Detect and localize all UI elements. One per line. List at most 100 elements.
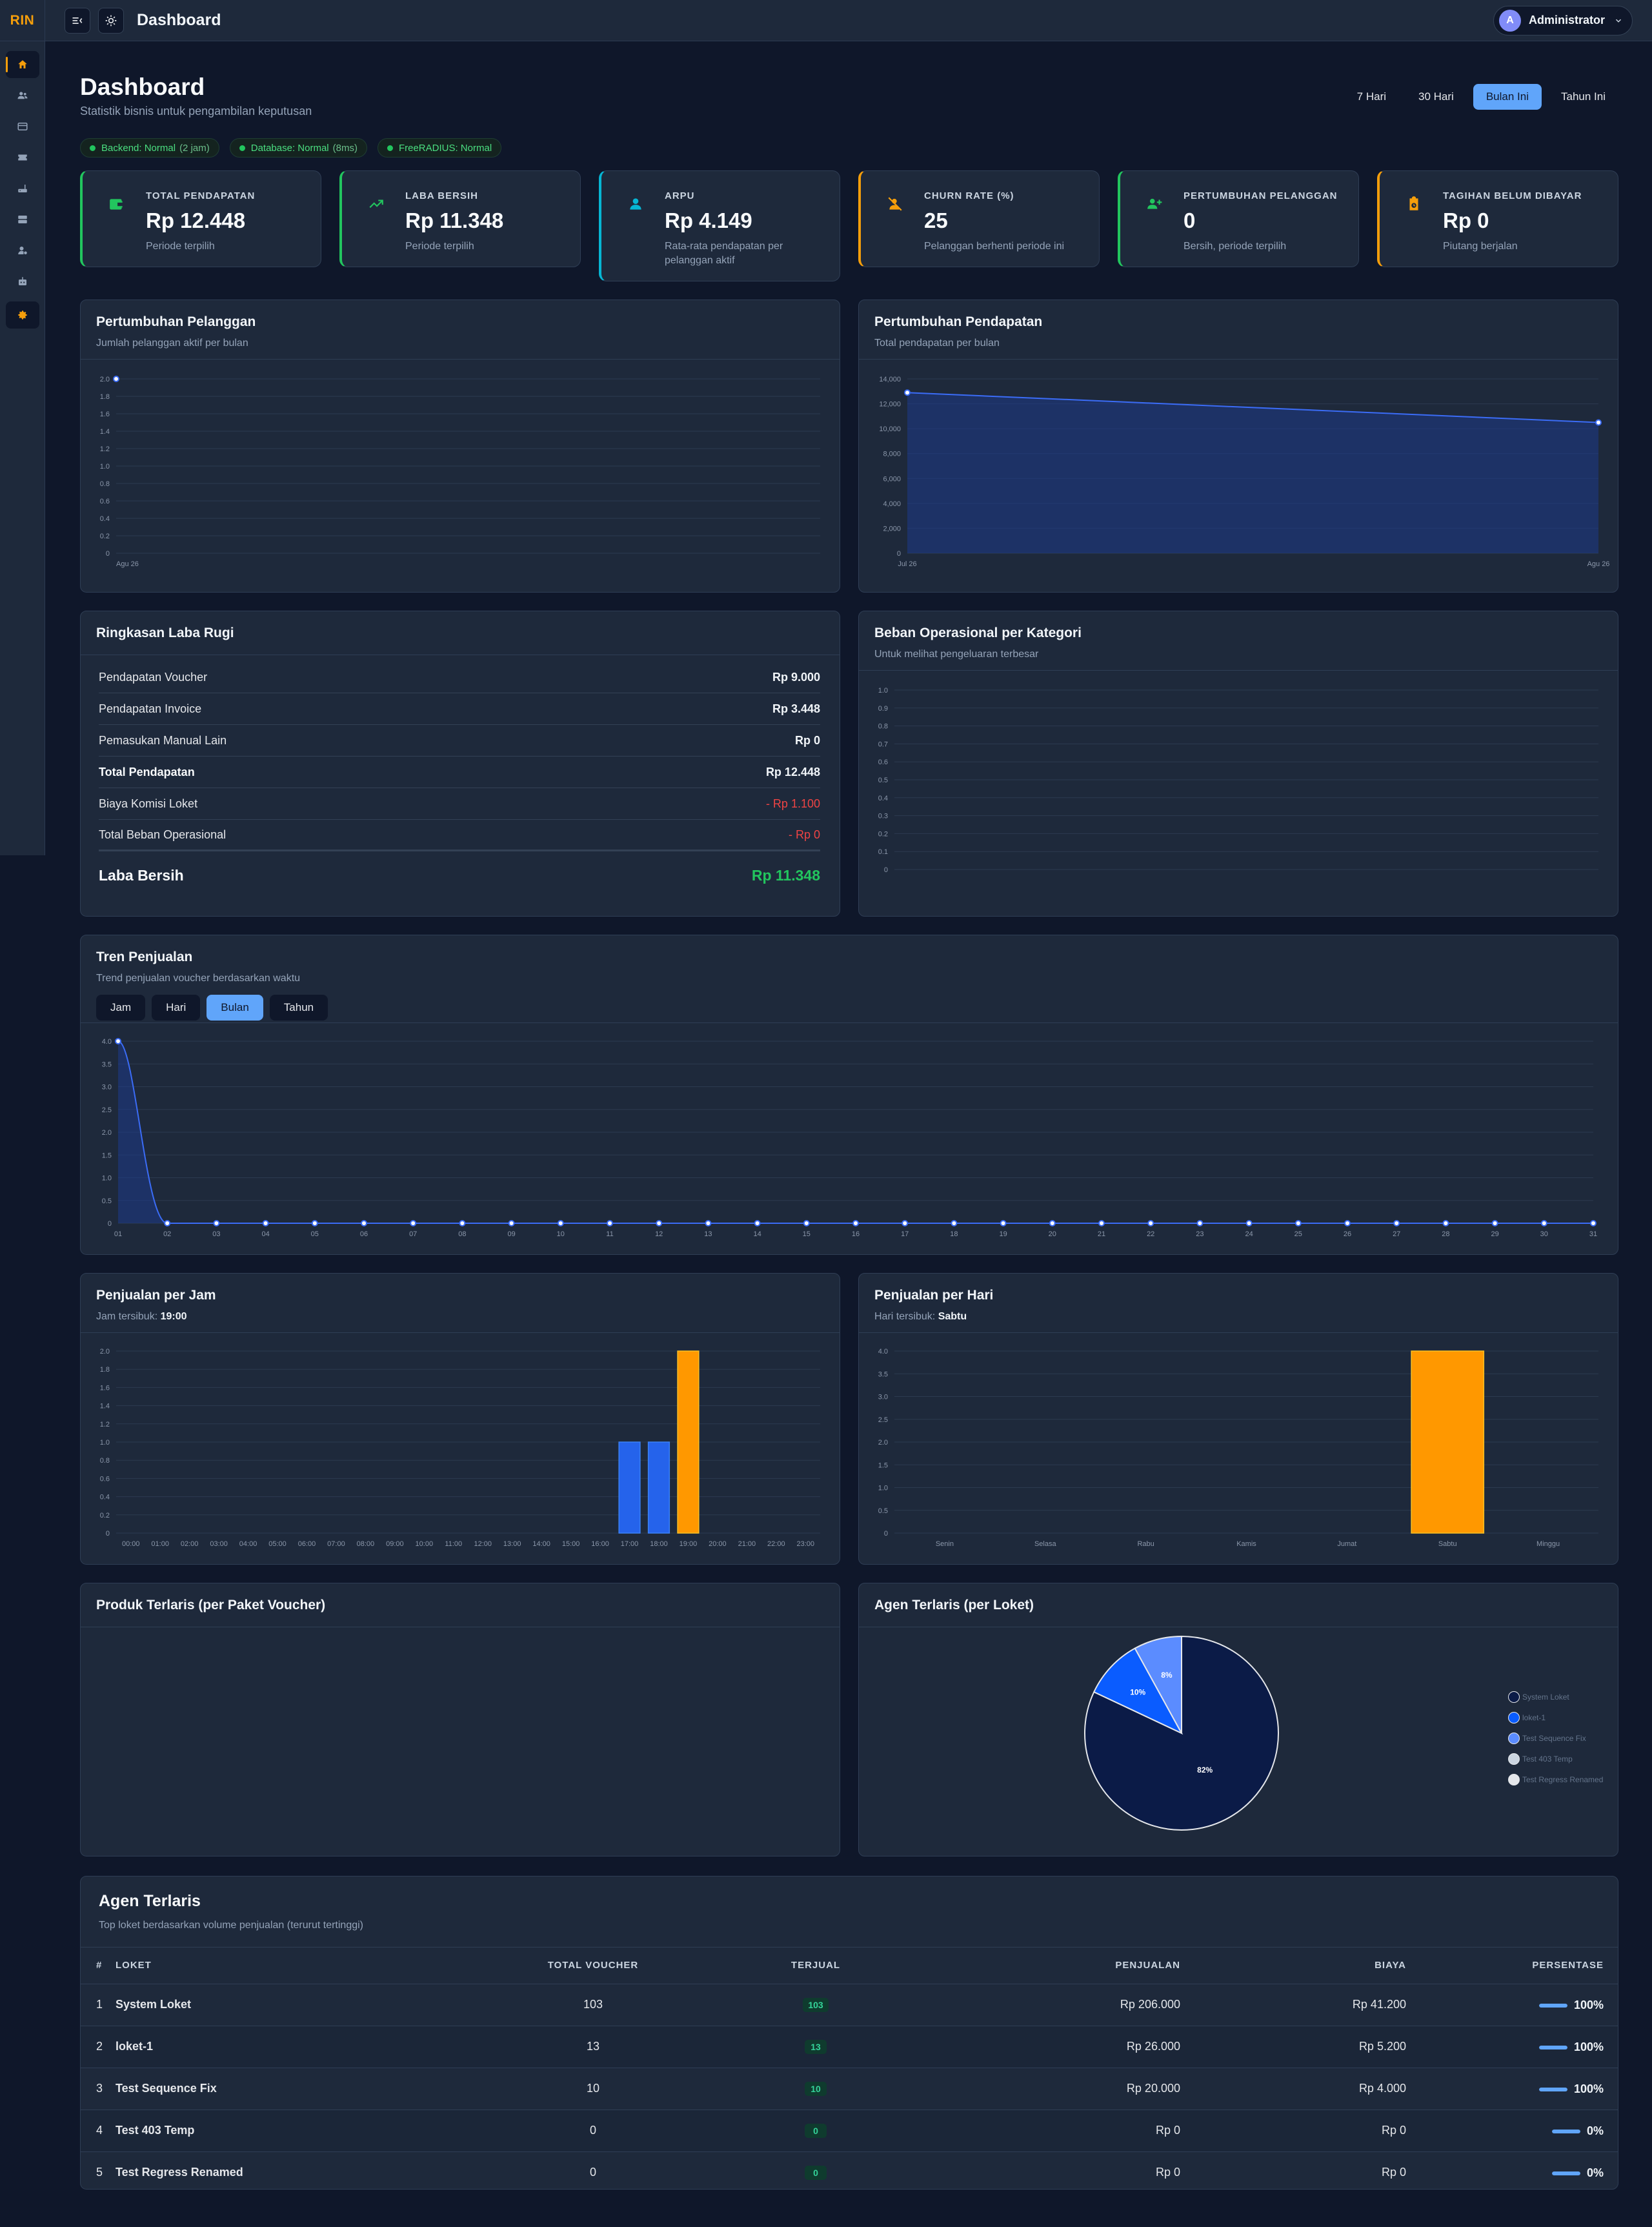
y-tick-label: 0 — [108, 1220, 112, 1228]
avatar: A — [1498, 9, 1521, 32]
column-header-biaya[interactable]: BIAYA — [1180, 1947, 1406, 1984]
kpi-desc: Pelanggan berhenti periode ini — [924, 241, 1065, 252]
column-header-loket[interactable]: LOKET — [116, 1947, 432, 1984]
panel-title: Produk Terlaris (per Paket Voucher) — [96, 1598, 326, 1612]
table-row[interactable]: 2 loket-1 13 13 Rp 26.000 Rp 5.200 100% — [81, 2026, 1618, 2068]
sidebar-item-customers[interactable] — [6, 82, 39, 109]
server-icon — [17, 216, 27, 223]
x-tick-label: 03 — [212, 1230, 220, 1238]
clipboard-icon — [1409, 196, 1418, 210]
y-tick-label: 0.5 — [102, 1197, 112, 1205]
x-tick-label: 29 — [1491, 1230, 1498, 1238]
data-point — [1245, 1220, 1253, 1226]
period-tab-bulan-ini[interactable]: Bulan Ini — [1473, 84, 1542, 110]
column-header-persentase[interactable]: PERSENTASE — [1406, 1947, 1618, 1984]
sidebar-item-vouchers[interactable] — [6, 144, 39, 171]
x-tick-label: 30 — [1540, 1230, 1548, 1238]
sidebar-item-dashboard[interactable] — [5, 51, 39, 78]
panel-agents-table: Agen Terlaris Top loket berdasarkan volu… — [80, 1876, 1618, 2190]
row-label: Pemasukan Manual Lain — [99, 733, 227, 747]
percentage-bar — [1538, 2003, 1567, 2008]
x-tick-label: 23:00 — [797, 1540, 815, 1548]
sidebar-item-routers[interactable] — [6, 175, 39, 202]
y-tick-label: 0.6 — [878, 758, 888, 766]
busiest-day-label: Hari tersibuk: — [874, 1311, 938, 1322]
table-row[interactable]: 3 Test Sequence Fix 10 10 Rp 20.000 Rp 4.000 1… — [81, 2068, 1618, 2110]
sidebar-item-automation[interactable] — [6, 268, 39, 295]
kpi-label: Pertumbuhan Pelanggan — [1184, 190, 1338, 201]
pie-slice-label: 8% — [1161, 1671, 1173, 1680]
sidebar-item-servers[interactable] — [6, 206, 39, 233]
y-tick-label: 2.0 — [102, 1129, 112, 1137]
x-tick-label: 06 — [360, 1230, 368, 1238]
period-tab-30-hari[interactable]: 30 Hari — [1418, 90, 1454, 103]
user-icon — [630, 198, 641, 210]
table-row[interactable]: 4 Test 403 Temp 0 0 Rp 0 Rp 0 0% — [81, 2110, 1618, 2152]
sidebar-item-billing[interactable] — [6, 113, 39, 140]
list-item: Total Pendapatan Rp 12.448 — [99, 757, 820, 788]
panel-title: Pertumbuhan Pendapatan — [874, 314, 1043, 329]
row-value: - Rp 1.100 — [765, 797, 820, 810]
y-tick-label: 2,000 — [883, 525, 901, 533]
column-header-total-voucher[interactable]: TOTAL VOUCHER — [432, 1947, 754, 1984]
trend-tab-hari[interactable]: Hari — [152, 995, 201, 1021]
y-tick-label: 0.6 — [100, 498, 110, 505]
rank-cell: 2 — [81, 2026, 116, 2068]
sidebar-item-agents[interactable] — [6, 237, 39, 264]
kpi-value: 0 — [1184, 208, 1196, 232]
kpi-label: Laba Bersih — [405, 190, 478, 201]
sidebar-item-settings[interactable] — [5, 301, 39, 329]
fee-cell: Rp 0 — [1180, 2110, 1406, 2152]
x-tick-label: 00:00 — [122, 1540, 140, 1548]
panel-sales-day: Penjualan per Hari Hari tersibuk: Sabtu … — [858, 1273, 1618, 1565]
users-plus-icon — [1147, 198, 1162, 209]
legend-swatch — [1508, 1712, 1520, 1724]
fee-cell: Rp 5.200 — [1180, 2026, 1406, 2068]
trend-tab-bulan[interactable]: Bulan — [206, 995, 263, 1021]
legend-item[interactable]: Test 403 Temp — [1508, 1749, 1603, 1769]
legend-item[interactable]: loket-1 — [1508, 1707, 1603, 1728]
router-icon — [17, 185, 27, 192]
panel-title: Penjualan per Jam — [96, 1288, 216, 1303]
table-row[interactable]: 5 Test Regress Renamed 0 0 Rp 0 Rp 0 0% — [81, 2151, 1618, 2189]
user-menu[interactable]: A Administrator — [1493, 5, 1633, 36]
theme-toggle-button[interactable] — [98, 7, 124, 34]
panel-top-products: Produk Terlaris (per Paket Voucher) — [80, 1583, 840, 1856]
app-logo[interactable]: RIN — [0, 0, 45, 41]
period-tab-7-hari[interactable]: 7 Hari — [1356, 90, 1387, 103]
legend-item[interactable]: Test Regress Renamed — [1508, 1769, 1603, 1790]
trend-tab-jam[interactable]: Jam — [96, 995, 146, 1021]
agent-icon — [17, 247, 27, 254]
gear-icon — [17, 310, 27, 320]
panel-subtitle: Trend penjualan voucher berdasarkan wakt… — [96, 973, 301, 984]
table-row[interactable]: 1 System Loket 103 103 Rp 206.000 Rp 41.200 10… — [81, 1984, 1618, 2026]
menu-toggle-button[interactable] — [65, 7, 90, 34]
x-tick-label: 11 — [606, 1230, 613, 1238]
users-icon — [17, 92, 27, 99]
legend-item[interactable]: System Loket — [1508, 1687, 1603, 1707]
row-label: Total Beban Operasional — [99, 828, 227, 841]
column-header-terjual[interactable]: TERJUAL — [754, 1947, 877, 1984]
x-tick-label: Agu 26 — [116, 560, 139, 568]
status-badge-database: Database: Normal (8ms) — [229, 138, 367, 158]
percentage-cell: 100% — [1406, 2026, 1618, 2068]
trend-tab-tahun[interactable]: Tahun — [269, 995, 328, 1021]
y-tick-label: 0 — [106, 1530, 110, 1538]
series-line — [907, 392, 1599, 423]
page-subtitle: Statistik bisnis untuk pengambilan keput… — [80, 105, 312, 117]
y-tick-label: 3.5 — [878, 1370, 888, 1378]
legend-swatch — [1508, 1733, 1520, 1744]
x-tick-label: 31 — [1589, 1230, 1597, 1238]
period-tab-tahun-ini[interactable]: Tahun Ini — [1561, 90, 1606, 103]
percentage-cell: 0% — [1406, 2110, 1618, 2152]
panel-title: Ringkasan Laba Rugi — [96, 625, 234, 640]
y-tick-label: 0 — [106, 550, 110, 558]
kpi-value: Rp 4.149 — [665, 208, 752, 232]
row-value: - Rp 0 — [788, 828, 820, 841]
y-tick-label: 0.2 — [100, 533, 110, 540]
x-tick-label: 19 — [999, 1230, 1007, 1238]
legend-item[interactable]: Test Sequence Fix — [1508, 1728, 1603, 1749]
column-header-penjualan[interactable]: PENJUALAN — [877, 1947, 1180, 1984]
x-tick-label: Kamis — [1236, 1540, 1256, 1548]
column-header-rank[interactable]: # — [81, 1947, 116, 1984]
